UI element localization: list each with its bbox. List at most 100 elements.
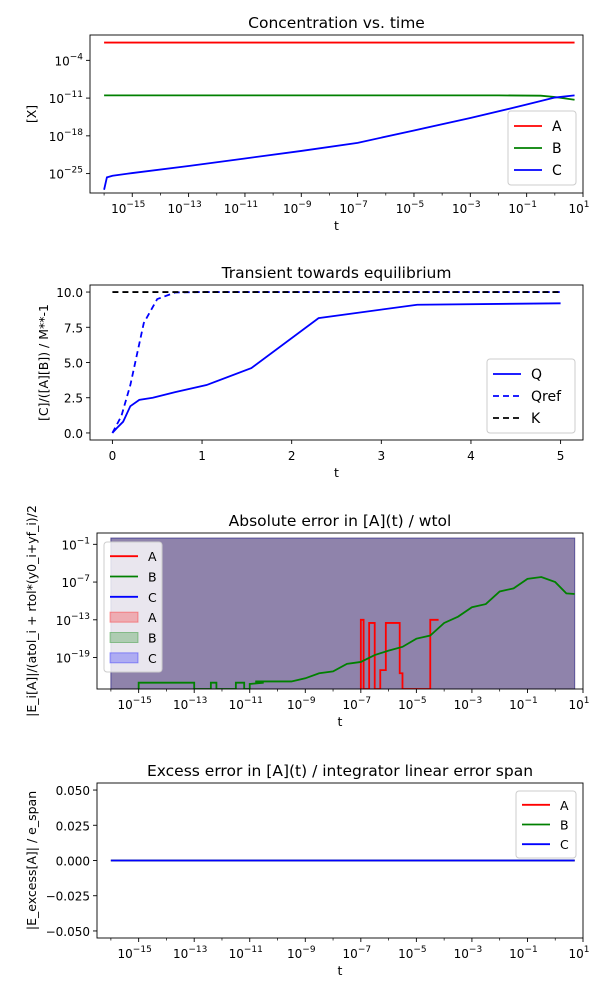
band-a [110, 537, 576, 690]
x-tick-label: 0 [109, 449, 117, 463]
legend-label: B [148, 631, 157, 646]
y-tick-label: 2.5 [64, 392, 83, 406]
chart-2: 0 1 2 3 4 5 0.0 2.5 5.0 7.5 10.0 Transient towards … [36, 264, 584, 480]
axes-frame [96, 532, 584, 690]
x-tick-label: 10−9 [283, 200, 312, 216]
series-line-a [359, 618, 439, 689]
x-tick-label: 10−11 [229, 945, 263, 961]
x-tick-label: 10−1 [508, 200, 537, 216]
legend-label: B [148, 570, 157, 585]
y-tick-label: 10−1 [61, 536, 90, 552]
y-tick-label: 0.050 [56, 784, 90, 798]
y-axis-label: |E_excess[A]| / e_span [24, 791, 39, 930]
legend-swatch [109, 632, 139, 643]
x-tick-label: 10−3 [454, 696, 483, 712]
x-tick-label: 10−13 [167, 200, 201, 216]
y-tick-label: 10−11 [49, 90, 83, 106]
series-line-b [137, 576, 575, 689]
x-tick-label: 10−5 [396, 200, 425, 216]
y-tick-label: −0.025 [46, 890, 90, 904]
legend-label: Q [531, 367, 542, 383]
axes-frame [89, 34, 584, 194]
y-axis-label: [X] [24, 105, 39, 123]
x-tick-label: 2 [288, 449, 296, 463]
x-tick-label: 5 [557, 449, 565, 463]
x-tick-label: 10−5 [398, 945, 427, 961]
legend: ABC [515, 790, 577, 859]
chart-1: 10−15 10−13 10−11 10−9 10−7 10−5 10−3 10−1 101 10… [24, 14, 590, 233]
chart-3: 10−15 10−13 10−11 10−9 10−7 10−5 10−3 10−1 101 10… [24, 505, 590, 729]
x-tick-label: 10−15 [118, 945, 152, 961]
y-tick-label: 10.0 [56, 286, 83, 300]
x-tick-label: 10−13 [173, 945, 207, 961]
x-tick-label: 101 [568, 945, 589, 961]
band-c [110, 537, 576, 690]
x-axis-label: t [334, 465, 339, 480]
legend-label: A [148, 610, 157, 625]
x-tick-label: 10−5 [398, 696, 427, 712]
x-tick-label: 10−7 [339, 200, 368, 216]
legend-box [103, 541, 163, 673]
x-tick-label: 10−7 [343, 945, 372, 961]
x-axis-label: t [334, 218, 339, 233]
x-tick-label: 10−7 [343, 696, 372, 712]
x-tick-label: 10−1 [509, 696, 538, 712]
x-tick-label: 3 [377, 449, 385, 463]
x-tick-label: 1 [198, 449, 206, 463]
y-tick-label: 0.025 [56, 819, 90, 833]
y-tick-label: 10−7 [61, 574, 90, 590]
legend-label: C [148, 651, 157, 666]
series-line-c [103, 94, 575, 190]
x-tick-label: 101 [568, 200, 589, 216]
series-line-b [104, 94, 575, 101]
legend-label: A [552, 119, 562, 135]
y-axis-label: [C]/([A][B]) / M**-1 [36, 304, 51, 421]
legend-swatch [109, 652, 139, 664]
x-tick-label: 10−3 [452, 200, 481, 216]
y-tick-label: 10−18 [49, 128, 84, 144]
chart-title: Absolute error in [A](t) / wtol [229, 512, 452, 530]
y-tick-label: 10−4 [54, 52, 83, 68]
x-axis-label: t [338, 714, 343, 729]
legend-label: Qref [531, 389, 562, 405]
chart-title: Excess error in [A](t) / integrator line… [147, 762, 533, 780]
band-b [110, 537, 576, 690]
chart-title: Concentration vs. time [248, 14, 425, 32]
x-tick-label: 101 [568, 696, 589, 712]
legend: Q Qref K [486, 358, 576, 434]
legend-swatch [109, 611, 139, 623]
legend-label: C [148, 590, 157, 605]
legend-label: C [552, 163, 562, 179]
legend-label: C [560, 837, 569, 852]
x-tick-label: 10−9 [287, 696, 316, 712]
x-tick-label: 10−13 [173, 696, 207, 712]
y-tick-label: −0.050 [46, 925, 90, 939]
x-tick-label: 10−9 [287, 945, 316, 961]
y-tick-label: 10−25 [49, 166, 83, 182]
series-line-q [111, 302, 561, 434]
y-tick-label: 0.0 [64, 427, 83, 441]
legend-label: K [531, 411, 541, 427]
x-axis-label: t [338, 963, 343, 978]
x-tick-label: 10−15 [118, 696, 152, 712]
legend-label: B [552, 141, 562, 157]
y-tick-label: 7.5 [64, 321, 83, 335]
x-tick-label: 10−3 [454, 945, 483, 961]
y-tick-label: 10−19 [56, 650, 91, 666]
legend: ABC [507, 110, 577, 186]
legend-label: A [148, 549, 157, 564]
chart-4: 10−15 10−13 10−11 10−9 10−7 10−5 10−3 10−1 101 0.… [24, 762, 590, 978]
y-tick-label: 0.000 [56, 855, 90, 869]
y-tick-label: 5.0 [64, 357, 83, 371]
legend-label: A [560, 798, 569, 813]
y-tick-label: 10−13 [56, 612, 90, 628]
legend-label: B [560, 818, 569, 833]
y-axis-label: |E_i[A]|/(atol_i + rtol*(y0_i+yf_i)/2 [24, 505, 39, 717]
x-tick-label: 10−11 [224, 200, 258, 216]
x-tick-label: 10−11 [229, 696, 263, 712]
x-tick-label: 4 [467, 449, 475, 463]
x-tick-label: 10−1 [509, 945, 538, 961]
x-tick-label: 10−15 [111, 200, 145, 216]
